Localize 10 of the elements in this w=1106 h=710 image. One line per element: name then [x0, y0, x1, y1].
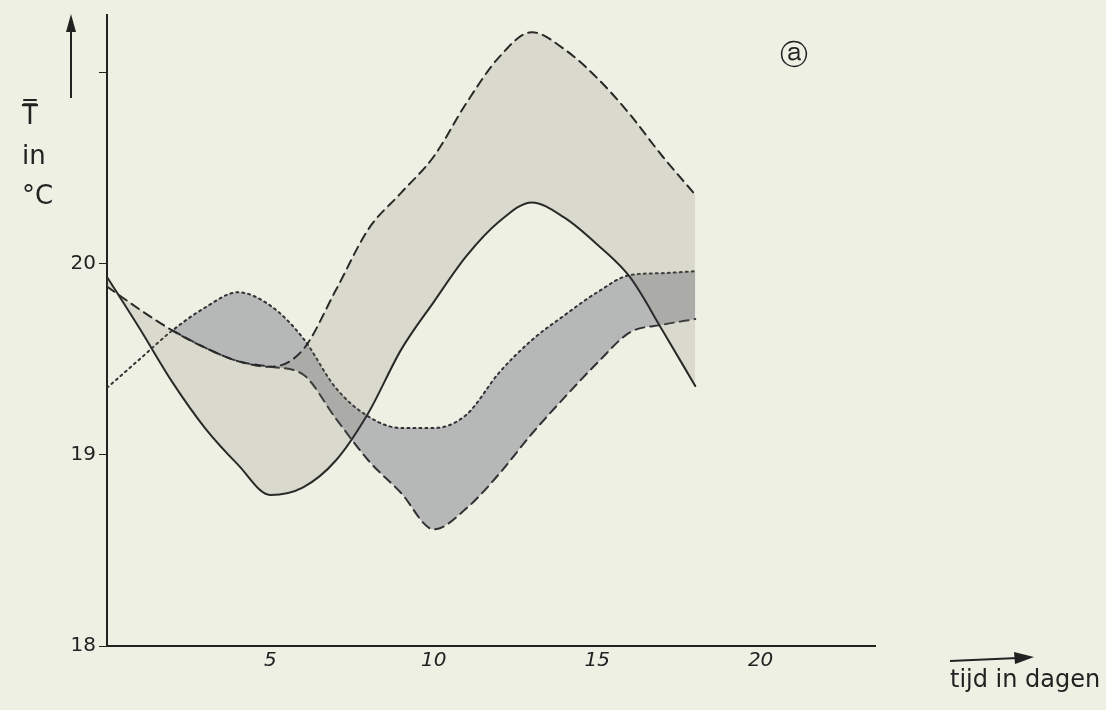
y-tick-label: 19: [70, 440, 96, 465]
annotation: ⓐ: [780, 37, 808, 73]
x-tick-label: 5: [264, 647, 277, 672]
y-tick-label: 20: [70, 249, 96, 274]
x-axis-title: tijd in dagen: [950, 665, 1101, 693]
y-tick-label: 18: [70, 632, 96, 657]
x-tick-label: 20: [747, 647, 774, 672]
x-tick-label: 15: [584, 647, 610, 672]
y-axis-title: T̿ in °C: [22, 98, 55, 212]
x-tick-label: 10: [421, 647, 447, 672]
